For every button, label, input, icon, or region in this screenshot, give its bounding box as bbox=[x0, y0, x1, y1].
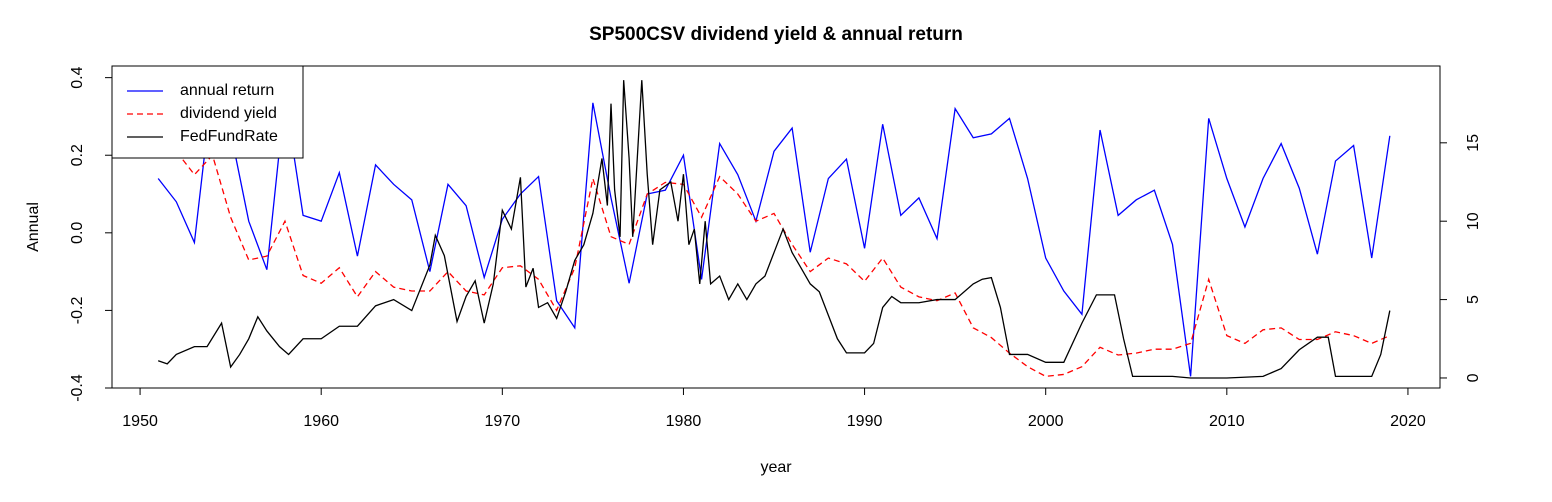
x-tick-label: 1970 bbox=[485, 413, 521, 430]
legend-box bbox=[111, 65, 304, 159]
x-tick-label: 2000 bbox=[1028, 413, 1064, 430]
x-tick-label: 1960 bbox=[303, 413, 339, 430]
legend-label: annual return bbox=[180, 82, 274, 99]
y2-tick-label: 5 bbox=[1465, 295, 1482, 304]
x-tick-label: 1980 bbox=[666, 413, 702, 430]
data-line bbox=[157, 85, 1391, 377]
y2-tick-label: 0 bbox=[1465, 373, 1482, 382]
x-tick-label: 2010 bbox=[1209, 413, 1245, 430]
chart-title: SP500CSV dividend yield & annual return bbox=[589, 24, 963, 45]
y2-tick-label: 15 bbox=[1465, 134, 1482, 152]
y-axis-label: Annual bbox=[25, 202, 42, 252]
legend: annual return dividend yield FedFundRate bbox=[111, 65, 304, 159]
y-tick-label: -0.2 bbox=[69, 297, 86, 325]
data-line bbox=[157, 116, 1391, 378]
x-axis-label: year bbox=[760, 459, 792, 476]
legend-label: dividend yield bbox=[180, 105, 277, 122]
y-tick-label: 0.4 bbox=[69, 66, 86, 88]
x-tick-label: 2020 bbox=[1390, 413, 1426, 430]
plot-frame bbox=[111, 65, 1441, 389]
data-line bbox=[157, 80, 1391, 379]
x-tick-label: 1990 bbox=[847, 413, 883, 430]
y2-tick-label: 10 bbox=[1465, 212, 1482, 230]
x-tick-label: 1950 bbox=[122, 413, 158, 430]
legend-label: FedFundRate bbox=[180, 128, 278, 145]
y-tick-label: 0.0 bbox=[69, 222, 86, 244]
y-tick-label: 0.2 bbox=[69, 144, 86, 166]
y-tick-label: -0.4 bbox=[69, 374, 86, 402]
